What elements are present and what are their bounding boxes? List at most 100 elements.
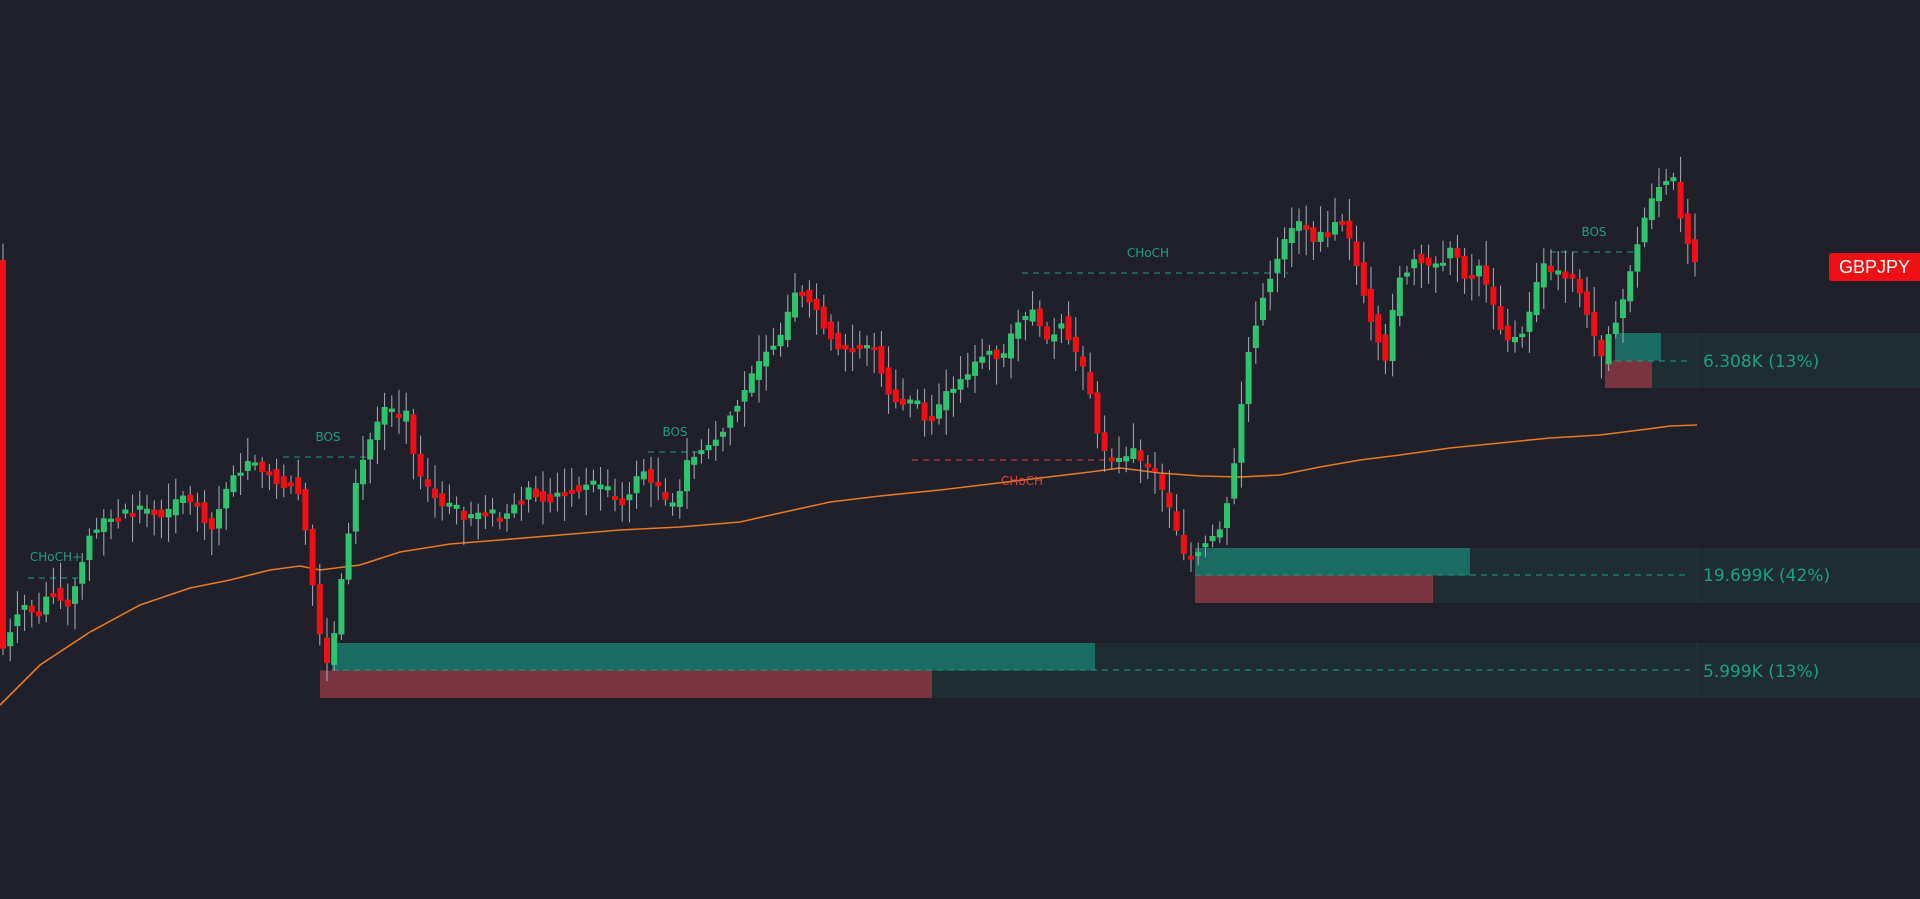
zone-volume-label: 6.308K (13%): [1703, 352, 1819, 372]
bullish-candle: [1519, 333, 1526, 338]
bullish-candle: [691, 456, 698, 465]
bearish-candle: [1180, 534, 1187, 554]
bearish-candle: [1598, 339, 1605, 357]
zone-volume-label: 19.699K (42%): [1703, 566, 1830, 586]
bearish-candle: [1677, 181, 1684, 219]
bullish-candle: [1051, 334, 1058, 342]
bullish-candle: [1202, 543, 1209, 548]
bullish-candle: [1476, 265, 1482, 277]
bullish-candle: [446, 502, 453, 507]
bearish-candle: [280, 476, 287, 489]
bearish-candle: [1108, 457, 1115, 462]
bullish-candle: [957, 379, 964, 390]
zone-lower-block: [1195, 575, 1433, 603]
bullish-candle: [468, 514, 474, 519]
bullish-candle: [705, 445, 712, 451]
bullish-candle: [180, 495, 186, 503]
bullish-candle: [1555, 270, 1562, 275]
bullish-candle: [914, 400, 921, 405]
bullish-candle: [1216, 529, 1223, 538]
bullish-candle: [144, 508, 150, 514]
bullish-candle: [583, 484, 590, 490]
bullish-candle: [1620, 299, 1626, 318]
bullish-candle: [79, 562, 86, 584]
bearish-candle: [482, 512, 489, 517]
bullish-candle: [972, 361, 978, 376]
bearish-candle: [662, 491, 669, 500]
bearish-candle: [1101, 432, 1108, 451]
bullish-candle: [1648, 198, 1655, 220]
bearish-candle: [201, 502, 208, 524]
bullish-candle: [748, 373, 755, 393]
bearish-candle: [1418, 253, 1425, 264]
bullish-candle: [756, 361, 762, 380]
bullish-candle: [1332, 222, 1338, 235]
bearish-candle: [151, 509, 158, 516]
bearish-candle: [64, 599, 71, 607]
bullish-candle: [597, 484, 604, 490]
bullish-candle: [698, 450, 705, 455]
bearish-candle: [187, 494, 194, 503]
bullish-candle: [1627, 271, 1634, 302]
bullish-candle: [943, 391, 950, 411]
bearish-candle: [295, 477, 302, 495]
bullish-candle: [244, 461, 251, 471]
bullish-candle: [979, 356, 986, 363]
bearish-candle: [813, 298, 820, 311]
bullish-candle: [237, 472, 244, 476]
zone-background: [1615, 333, 1920, 388]
bearish-candle: [417, 453, 424, 477]
bearish-candle: [547, 494, 554, 503]
zone-upper-block: [332, 643, 1095, 671]
zone-lower-block: [320, 670, 932, 698]
bullish-candle: [763, 351, 770, 367]
bearish-candle: [1483, 265, 1490, 285]
bullish-candle: [590, 480, 597, 485]
zone-upper-block: [1615, 333, 1661, 361]
bullish-candle: [489, 509, 496, 514]
bullish-candle: [43, 596, 50, 615]
bearish-candle: [129, 512, 136, 517]
bearish-candle: [842, 344, 849, 350]
bearish-candle: [993, 349, 1000, 360]
bullish-candle: [640, 471, 647, 480]
bearish-candle: [835, 332, 842, 350]
bearish-candle: [57, 587, 64, 601]
bearish-candle: [1087, 372, 1094, 395]
bullish-candle: [86, 535, 93, 561]
bearish-candle: [1080, 356, 1086, 367]
bullish-candle: [21, 605, 28, 610]
bullish-candle: [1274, 258, 1281, 273]
bullish-candle: [1116, 457, 1122, 462]
bearish-candle: [432, 488, 438, 498]
bullish-candle: [1252, 325, 1259, 349]
bearish-candle: [806, 289, 813, 303]
bearish-candle: [568, 489, 575, 494]
bullish-candle: [950, 388, 957, 393]
bullish-candle: [684, 460, 690, 492]
structure-lines: [28, 251, 1638, 579]
bullish-candle: [93, 529, 100, 533]
bearish-candle: [576, 485, 582, 492]
bullish-candle: [230, 475, 237, 493]
bullish-candle: [453, 504, 460, 509]
bullish-candle: [604, 486, 611, 491]
bullish-candle: [986, 350, 993, 355]
bearish-candle: [1044, 326, 1050, 340]
bullish-candle: [165, 508, 172, 518]
bearish-candle: [1072, 336, 1079, 352]
bullish-candle: [72, 586, 78, 604]
structure-labels: CHoCH+ BOS BOS CHoCH CHoCH BOS: [30, 225, 1607, 564]
bearish-candle: [1137, 450, 1144, 461]
bullish-candle: [367, 439, 374, 460]
symbol-badge: GBPJPY: [1828, 253, 1920, 281]
bullish-candle: [1440, 262, 1446, 266]
bearish-candle: [1576, 278, 1583, 294]
bullish-candle: [741, 390, 748, 402]
bullish-candle: [388, 408, 395, 413]
zone-volume-labels: 6.308K (13%) 19.699K (42%) 5.999K (13%): [1703, 352, 1830, 682]
bearish-candle: [1339, 220, 1346, 225]
bearish-candle: [892, 389, 899, 403]
